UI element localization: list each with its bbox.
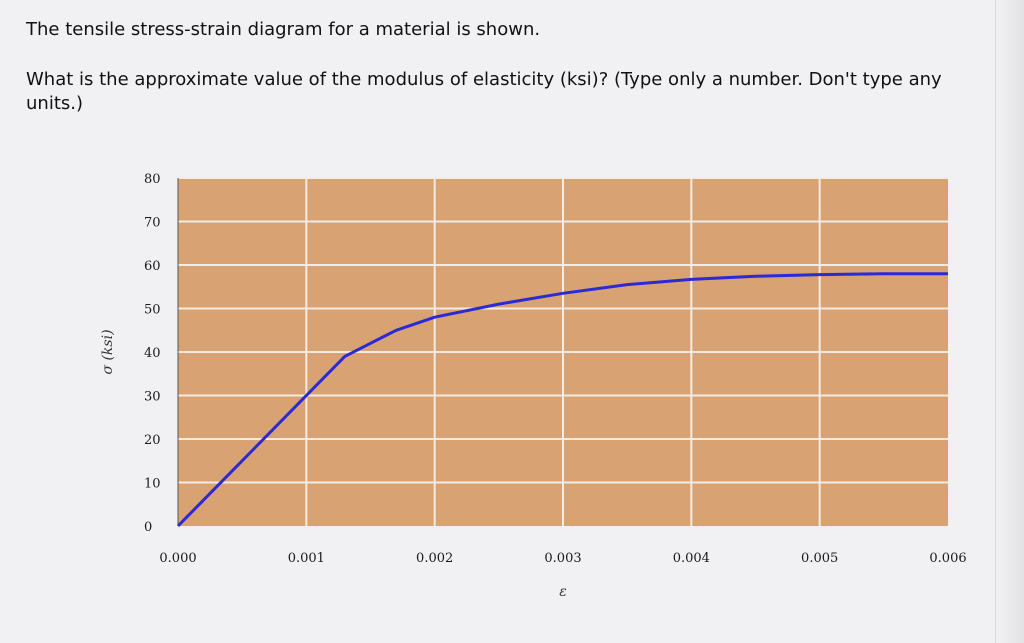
x-tick-label: 0.003 bbox=[544, 551, 581, 566]
x-tick-label: 0.006 bbox=[929, 551, 966, 566]
x-tick-labels: 0.000 0.001 0.002 0.003 0.004 0.005 0.006 bbox=[159, 551, 966, 566]
y-tick-label: 80 bbox=[144, 172, 161, 187]
y-tick-label: 0 bbox=[144, 520, 152, 535]
x-tick-label: 0.005 bbox=[801, 551, 838, 566]
curve-group bbox=[176, 272, 948, 528]
y-tick-label: 70 bbox=[144, 216, 161, 231]
x-tick-label: 0.004 bbox=[673, 551, 710, 566]
question-line-1: The tensile stress-strain diagram for a … bbox=[26, 19, 541, 40]
page-edge bbox=[995, 0, 1024, 643]
x-tick-label: 0.002 bbox=[416, 551, 453, 566]
x-tick-label: 0.001 bbox=[288, 551, 325, 566]
stress-strain-curve bbox=[176, 272, 948, 528]
y-tick-label: 40 bbox=[144, 346, 161, 361]
x-tick-label: 0.000 bbox=[159, 551, 196, 566]
x-axis-label: ε bbox=[559, 584, 567, 600]
y-axis-label: σ (ksi) bbox=[100, 329, 116, 374]
y-tick-label: 50 bbox=[144, 303, 161, 318]
question-text: The tensile stress-strain diagram for a … bbox=[26, 18, 986, 116]
y-tick-label: 60 bbox=[144, 259, 161, 274]
y-tick-label: 30 bbox=[144, 390, 161, 405]
y-tick-label: 10 bbox=[144, 477, 161, 492]
question-line-2: What is the approximate value of the mod… bbox=[26, 69, 942, 114]
y-tick-label: 20 bbox=[144, 433, 161, 448]
y-tick-labels: 0 10 20 30 40 50 60 70 80 bbox=[144, 172, 161, 535]
